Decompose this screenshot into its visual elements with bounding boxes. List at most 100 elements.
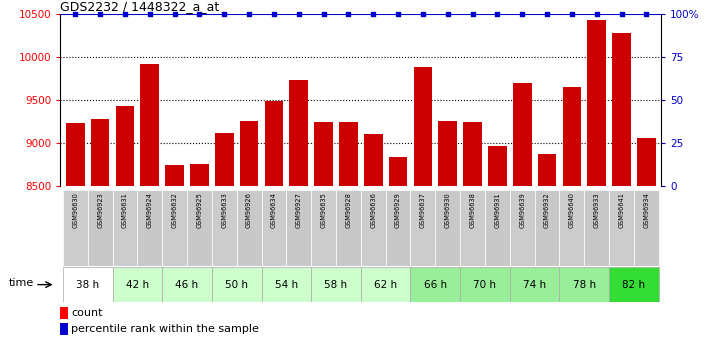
- Point: [194, 11, 205, 17]
- Text: 50 h: 50 h: [225, 280, 248, 289]
- Bar: [385, 190, 410, 266]
- Bar: [389, 157, 407, 186]
- Point: [293, 11, 304, 17]
- Bar: [460, 190, 485, 266]
- Text: GSM96640: GSM96640: [569, 192, 575, 228]
- Bar: [287, 190, 311, 266]
- Bar: [212, 267, 262, 302]
- Bar: [634, 190, 659, 266]
- Text: 62 h: 62 h: [374, 280, 397, 289]
- Text: GSM96932: GSM96932: [544, 192, 550, 228]
- Point: [368, 11, 379, 17]
- Bar: [538, 154, 556, 186]
- Text: GSM96925: GSM96925: [196, 192, 203, 228]
- Text: GSM96633: GSM96633: [221, 192, 228, 228]
- Text: GSM96637: GSM96637: [420, 192, 426, 228]
- Bar: [240, 121, 258, 186]
- Bar: [612, 33, 631, 186]
- Bar: [262, 190, 287, 266]
- Point: [169, 11, 181, 17]
- Bar: [609, 267, 659, 302]
- Bar: [584, 190, 609, 266]
- Bar: [336, 190, 360, 266]
- Bar: [510, 267, 560, 302]
- Bar: [587, 20, 606, 186]
- Bar: [137, 190, 162, 266]
- Text: 38 h: 38 h: [76, 280, 100, 289]
- Text: GSM96631: GSM96631: [122, 192, 128, 228]
- Point: [119, 11, 131, 17]
- Text: count: count: [71, 308, 102, 318]
- Bar: [311, 190, 336, 266]
- Point: [392, 11, 404, 17]
- Bar: [410, 267, 460, 302]
- Text: 78 h: 78 h: [572, 280, 596, 289]
- Point: [144, 11, 156, 17]
- Bar: [339, 122, 358, 186]
- Bar: [91, 119, 109, 186]
- Text: GSM96641: GSM96641: [619, 192, 624, 228]
- Bar: [609, 190, 634, 266]
- Bar: [535, 190, 560, 266]
- Bar: [414, 67, 432, 186]
- Bar: [190, 164, 209, 186]
- Bar: [166, 165, 184, 186]
- Bar: [60, 323, 68, 335]
- Text: 66 h: 66 h: [424, 280, 447, 289]
- Bar: [364, 134, 383, 186]
- Bar: [112, 267, 162, 302]
- Point: [516, 11, 528, 17]
- Bar: [464, 121, 482, 186]
- Bar: [513, 83, 532, 186]
- Text: 74 h: 74 h: [523, 280, 546, 289]
- Bar: [439, 121, 457, 186]
- Point: [218, 11, 230, 17]
- Bar: [141, 64, 159, 186]
- Bar: [510, 190, 535, 266]
- Text: GSM96635: GSM96635: [321, 192, 326, 228]
- Point: [591, 11, 602, 17]
- Bar: [460, 267, 510, 302]
- Text: 70 h: 70 h: [474, 280, 496, 289]
- Text: time: time: [9, 278, 34, 288]
- Bar: [187, 190, 212, 266]
- Point: [95, 11, 106, 17]
- Text: GSM96926: GSM96926: [246, 192, 252, 228]
- Bar: [311, 267, 360, 302]
- Bar: [435, 190, 460, 266]
- Bar: [162, 267, 212, 302]
- Bar: [562, 87, 581, 186]
- Text: GSM96924: GSM96924: [146, 192, 153, 228]
- Bar: [360, 267, 410, 302]
- Bar: [87, 190, 112, 266]
- Text: GSM96923: GSM96923: [97, 192, 103, 228]
- Text: GSM96634: GSM96634: [271, 192, 277, 228]
- Bar: [112, 190, 137, 266]
- Point: [616, 11, 627, 17]
- Bar: [289, 80, 308, 186]
- Text: GDS2232 / 1448322_a_at: GDS2232 / 1448322_a_at: [60, 0, 220, 13]
- Text: GSM96933: GSM96933: [594, 192, 599, 228]
- Point: [318, 11, 329, 17]
- Text: 46 h: 46 h: [176, 280, 198, 289]
- Point: [268, 11, 279, 17]
- Text: GSM96928: GSM96928: [346, 192, 351, 228]
- Text: GSM96931: GSM96931: [494, 192, 501, 228]
- Text: GSM96930: GSM96930: [444, 192, 451, 228]
- Text: GSM96636: GSM96636: [370, 192, 376, 228]
- Text: GSM96632: GSM96632: [171, 192, 178, 228]
- Bar: [212, 190, 237, 266]
- Bar: [488, 146, 507, 186]
- Text: 82 h: 82 h: [622, 280, 646, 289]
- Bar: [314, 121, 333, 186]
- Point: [417, 11, 429, 17]
- Text: 58 h: 58 h: [324, 280, 348, 289]
- Bar: [60, 307, 68, 319]
- Bar: [360, 190, 385, 266]
- Point: [541, 11, 552, 17]
- Bar: [637, 138, 656, 186]
- Text: GSM96630: GSM96630: [73, 192, 78, 228]
- Point: [70, 11, 81, 17]
- Text: GSM96934: GSM96934: [643, 192, 649, 228]
- Bar: [410, 190, 435, 266]
